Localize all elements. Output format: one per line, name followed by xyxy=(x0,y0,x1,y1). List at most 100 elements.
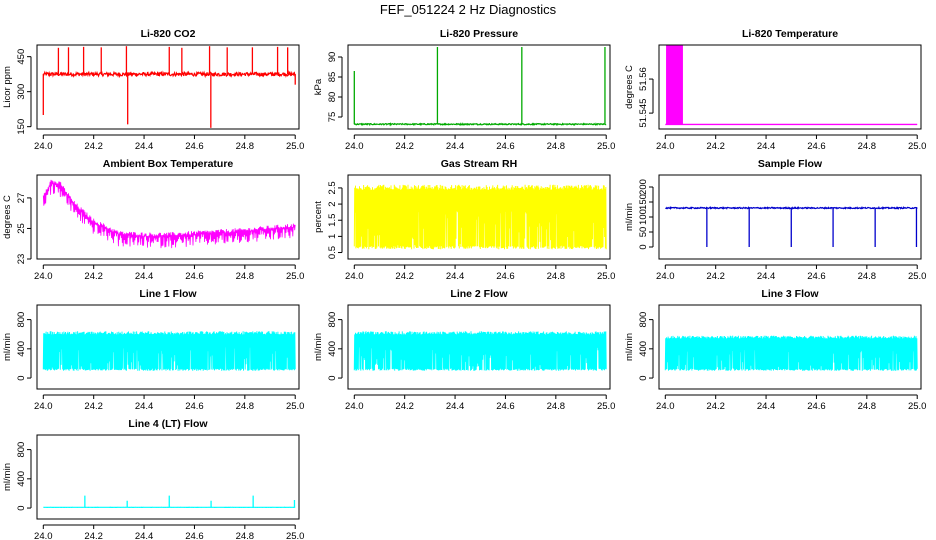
x-tick-label: 24.2 xyxy=(706,141,725,152)
y-tick-label: 800 xyxy=(16,312,27,328)
panel-title: Li-820 Pressure xyxy=(440,28,518,40)
panel-title: Li-820 Temperature xyxy=(742,28,838,40)
x-tick-label: 24.8 xyxy=(858,401,877,412)
panel-title: Sample Flow xyxy=(758,158,823,170)
panel-temperature: Li-820 Temperature 24.0 24.2 24.4 24.6 24.8 25… xyxy=(624,28,926,152)
data-block xyxy=(666,45,683,125)
x-tick-label: 24.6 xyxy=(185,401,204,412)
series-temperature xyxy=(665,45,918,126)
x-tick-label: 24.2 xyxy=(706,271,725,282)
series-co2 xyxy=(42,46,296,128)
x-tick-label: 24.4 xyxy=(135,141,154,152)
x-tick-label: 24.0 xyxy=(656,141,675,152)
x-tick-label: 24.4 xyxy=(135,531,154,540)
x-tick-label: 24.2 xyxy=(706,401,725,412)
series-ambient xyxy=(42,179,296,249)
x-tick-label: 24.2 xyxy=(84,401,103,412)
y-tick-label: 0 xyxy=(638,375,649,380)
data-band xyxy=(42,331,296,371)
x-tick-label: 24.4 xyxy=(446,401,465,412)
x-tick-label: 24.6 xyxy=(496,401,515,412)
y-tick-label: 0 xyxy=(16,375,27,380)
y-tick-label: 800 xyxy=(16,442,27,458)
y-tick-label: 0 xyxy=(638,244,649,249)
series-line2 xyxy=(353,331,607,371)
plot-frame xyxy=(36,304,300,390)
y-tick-label: 2 xyxy=(327,201,338,206)
x-tick-label: 24.2 xyxy=(84,531,103,540)
y-axis-label: degrees C xyxy=(624,65,635,109)
y-tick-label: 800 xyxy=(327,312,338,328)
y-tick-label: 25 xyxy=(16,223,27,234)
series-line1 xyxy=(42,331,296,371)
panel-title: Line 1 Flow xyxy=(139,288,197,300)
x-tick-label: 24.0 xyxy=(345,141,364,152)
series-line3 xyxy=(664,335,918,371)
plot-frame xyxy=(347,304,611,390)
x-tick-label: 24.0 xyxy=(34,531,53,540)
x-tick-label: 24.8 xyxy=(858,271,877,282)
panel-title: Line 2 Flow xyxy=(450,288,508,300)
y-axis-label: ml/min xyxy=(624,333,635,361)
panel-ambient: Ambient Box Temperature 24.0 24.2 24.4 24.6 2… xyxy=(2,158,304,282)
x-tick-label: 24.8 xyxy=(236,401,255,412)
y-tick-label: 200 xyxy=(638,179,649,195)
x-tick-label: 24.0 xyxy=(34,401,53,412)
y-tick-label: 400 xyxy=(16,341,27,357)
y-axis-label: ml/min xyxy=(313,333,324,361)
x-tick-label: 24.0 xyxy=(656,401,675,412)
y-axis-label: kPa xyxy=(313,78,324,95)
y-tick-label: 23 xyxy=(16,254,27,265)
x-tick-label: 24.6 xyxy=(496,141,515,152)
x-tick-label: 24.6 xyxy=(185,271,204,282)
x-tick-label: 24.8 xyxy=(547,401,566,412)
y-tick-label: 85 xyxy=(327,72,338,83)
plot-frame xyxy=(658,44,922,130)
x-tick-label: 24.8 xyxy=(236,271,255,282)
x-tick-label: 24.4 xyxy=(135,401,154,412)
y-axis-label: ml/min xyxy=(2,463,13,491)
x-tick-label: 24.8 xyxy=(547,271,566,282)
y-axis-label: degrees C xyxy=(2,195,13,239)
x-tick-label: 25.0 xyxy=(597,401,616,412)
x-tick-label: 24.8 xyxy=(236,531,255,540)
x-tick-label: 24.6 xyxy=(185,531,204,540)
y-axis-label: ml/min xyxy=(2,333,13,361)
plot-frame xyxy=(36,44,300,130)
x-tick-label: 24.6 xyxy=(807,271,826,282)
series-line4 xyxy=(43,495,296,509)
x-tick-label: 24.2 xyxy=(84,271,103,282)
y-tick-label: 800 xyxy=(638,312,649,328)
y-tick-label: 100 xyxy=(638,209,649,225)
y-axis-label: percent xyxy=(313,201,324,233)
x-tick-label: 24.2 xyxy=(395,271,414,282)
x-tick-label: 24.6 xyxy=(185,141,204,152)
y-tick-label: 50 xyxy=(638,227,649,238)
x-tick-label: 24.4 xyxy=(446,141,465,152)
plot-frame xyxy=(347,174,611,260)
y-axis-label: Licor ppm xyxy=(2,66,13,108)
x-tick-label: 24.0 xyxy=(656,271,675,282)
y-tick-label: 150 xyxy=(638,194,649,210)
plot-frame xyxy=(347,44,611,130)
y-axis-label: ml/min xyxy=(624,203,635,231)
x-tick-label: 24.0 xyxy=(34,141,53,152)
y-tick-label: 1 xyxy=(327,234,338,239)
x-tick-label: 24.4 xyxy=(757,271,776,282)
y-tick-label: 400 xyxy=(327,341,338,357)
y-tick-label: 0.5 xyxy=(327,246,338,259)
panel-line1: Line 1 Flow 24.0 24.2 24.4 24.6 24.8 25.0 0 400 8… xyxy=(2,288,304,412)
y-tick-label: 51.56 xyxy=(638,67,649,91)
x-tick-label: 24.0 xyxy=(345,271,364,282)
y-tick-label: 150 xyxy=(16,119,27,135)
x-tick-label: 24.2 xyxy=(395,141,414,152)
x-tick-label: 24.6 xyxy=(496,271,515,282)
panel-co2: Li-820 CO2 24.0 24.2 24.4 24.6 24.8 25.0 150 300… xyxy=(2,28,304,152)
panel-title: Li-820 CO2 xyxy=(141,28,196,40)
plot-frame xyxy=(36,434,300,520)
panel-title: Gas Stream RH xyxy=(441,158,517,170)
x-tick-label: 25.0 xyxy=(908,271,927,282)
x-tick-label: 25.0 xyxy=(286,531,305,540)
y-tick-label: 90 xyxy=(327,52,338,63)
